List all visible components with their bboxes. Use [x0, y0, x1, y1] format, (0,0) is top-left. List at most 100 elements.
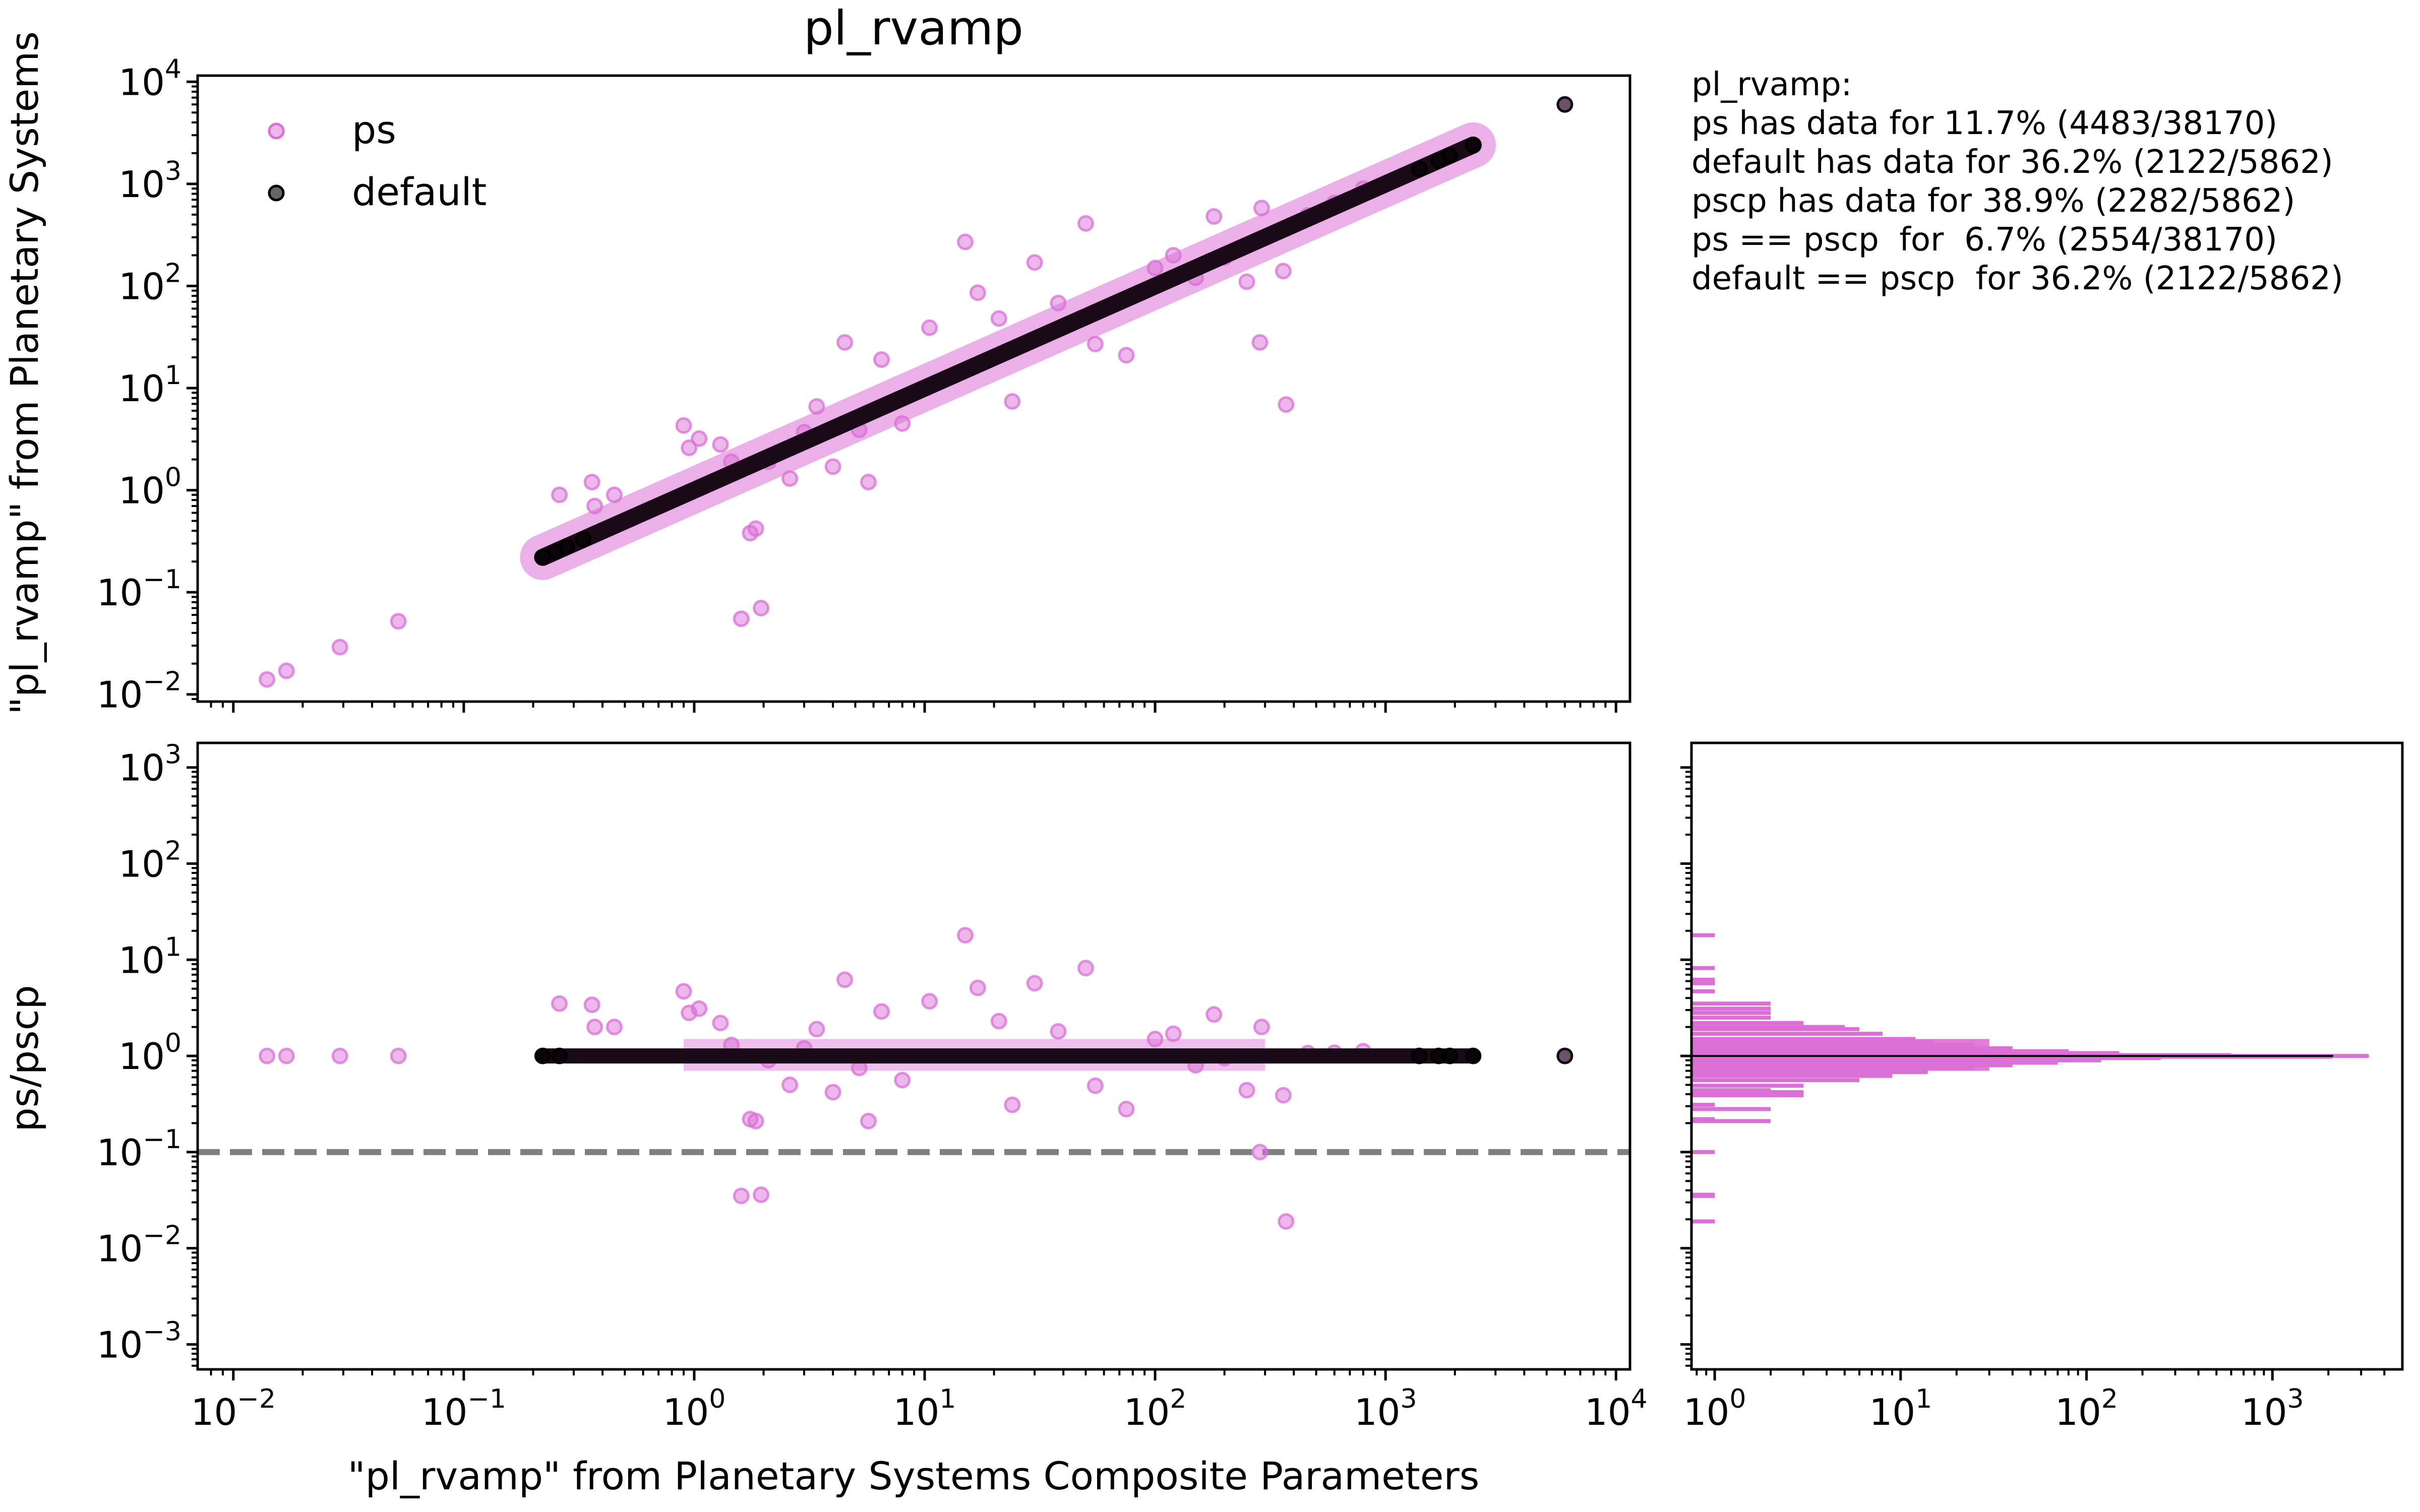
- ps-point: [691, 430, 708, 447]
- histogram-bar: [1691, 1093, 1803, 1098]
- y-tick-label: 10−1: [97, 1124, 182, 1174]
- ps-point: [990, 310, 1007, 327]
- ps-point: [1026, 254, 1043, 271]
- ps-point: [836, 971, 854, 988]
- y-tick-label: 10−2: [97, 667, 182, 716]
- ps-point: [331, 1047, 348, 1064]
- histogram-bar: [1691, 1006, 1771, 1011]
- default-point: [1411, 1047, 1428, 1064]
- histogram-core: [1691, 1039, 1989, 1071]
- ratio-scatter-panel: 10−2 10−1 100 101 102 103 10410−310−210−110010…: [97, 740, 1648, 1433]
- default-point: [1465, 1047, 1482, 1064]
- stats-line: ps has data for 11.7% (4483/38170): [1691, 105, 2278, 142]
- ps-point: [1275, 1087, 1292, 1104]
- y-tick-label: 10−2: [97, 1221, 182, 1270]
- x-tick-label: 10−1: [421, 1384, 506, 1433]
- default-point: [1556, 96, 1574, 113]
- ps-point: [1050, 1023, 1067, 1040]
- legend-label-default: default: [352, 169, 487, 214]
- ps-point: [873, 1003, 890, 1020]
- ps-point: [1077, 215, 1095, 232]
- ps-point: [586, 497, 603, 515]
- ps-point: [1278, 1213, 1295, 1230]
- y-tick-label: 10−3: [97, 1316, 182, 1366]
- ps-point: [1026, 975, 1043, 992]
- stats-line: pscp has data for 38.9% (2282/5862): [1691, 182, 2295, 220]
- histogram-bar: [1691, 977, 1715, 982]
- ps-point: [712, 436, 729, 453]
- ps-point: [1205, 1006, 1223, 1023]
- ps-point: [921, 319, 938, 336]
- ps-point: [1251, 334, 1268, 351]
- legend-label-ps: ps: [352, 107, 396, 152]
- ps-point: [1205, 208, 1223, 225]
- histogram-bar: [1691, 981, 1715, 985]
- ps-point: [808, 398, 825, 415]
- ps-point: [1118, 347, 1135, 364]
- x-tick-label: 104: [1585, 1384, 1648, 1433]
- histogram-bar: [1691, 1027, 1859, 1031]
- histogram-bar: [1691, 1119, 1771, 1123]
- histogram-bar: [1691, 1032, 1883, 1036]
- default-point: [1441, 147, 1459, 164]
- stats-line: pl_rvamp:: [1691, 66, 1852, 103]
- x-tick-label: 10−2: [191, 1384, 276, 1433]
- stats-line: ps == pscp for 6.7% (2554/38170): [1691, 221, 2277, 259]
- ps-point: [1165, 1025, 1182, 1042]
- ps-point: [824, 458, 841, 475]
- default-point: [1465, 137, 1482, 154]
- ps-point: [1238, 1082, 1255, 1099]
- histogram-bar: [1691, 1107, 1771, 1111]
- ps-point: [990, 1013, 1007, 1030]
- ps-point: [331, 639, 348, 656]
- y-tick-label: 103: [118, 156, 182, 206]
- ps-point: [691, 1000, 708, 1017]
- ps-point: [894, 1072, 911, 1089]
- y-tick-label: 100: [118, 1028, 182, 1078]
- ps-point: [583, 996, 600, 1014]
- ps-point: [747, 520, 764, 537]
- ratio-y-axis-label: ps/pscp: [2, 985, 47, 1131]
- ps-point: [1278, 396, 1295, 413]
- ps-point: [583, 474, 600, 491]
- ps-point: [957, 927, 974, 944]
- stats-line: default == pscp for 36.2% (2122/5862): [1691, 260, 2343, 297]
- histogram-bar: [1691, 1001, 1771, 1006]
- ratio-histogram-panel: 100 101 102 103: [1680, 741, 2404, 1433]
- y-tick-label: 102: [118, 836, 182, 885]
- ps-point: [1146, 1030, 1164, 1047]
- default-point: [551, 1047, 568, 1064]
- x-tick-label: 101: [1869, 1384, 1932, 1433]
- ps-point: [957, 233, 974, 250]
- ps-point: [733, 1187, 750, 1205]
- ps-point: [278, 1047, 295, 1064]
- ps-point: [781, 1077, 799, 1094]
- stats-text-block: pl_rvamp: ps has data for 11.7% (4483/38…: [1691, 66, 2397, 298]
- histogram-bar: [1691, 1088, 1771, 1093]
- default-point: [558, 538, 575, 555]
- ps-point: [1146, 260, 1164, 277]
- histogram-bar: [1691, 1219, 1715, 1224]
- ps-point: [1253, 1019, 1270, 1036]
- ps-point: [259, 1047, 276, 1064]
- y-tick-label: 101: [118, 932, 182, 981]
- default-point: [575, 531, 592, 548]
- ps-point: [836, 334, 854, 351]
- histogram-bar: [1691, 1078, 1859, 1083]
- ps-point: [712, 1015, 729, 1032]
- histogram-bar: [1691, 1150, 1715, 1154]
- ps-point: [1165, 246, 1182, 264]
- legend-marker-default: [268, 184, 285, 202]
- y-tick-label: 103: [118, 740, 182, 789]
- ps-point: [781, 470, 799, 487]
- ps-point: [551, 486, 568, 503]
- chart-title: pl_rvamp: [804, 1, 1023, 56]
- y-tick-label: 101: [118, 360, 182, 410]
- ps-point: [860, 474, 877, 491]
- ps-point: [1050, 294, 1067, 311]
- histogram-bar: [1691, 1011, 1771, 1015]
- ps-point: [1238, 273, 1255, 290]
- histogram-bar: [1691, 1084, 1803, 1088]
- ps-point: [1077, 960, 1095, 977]
